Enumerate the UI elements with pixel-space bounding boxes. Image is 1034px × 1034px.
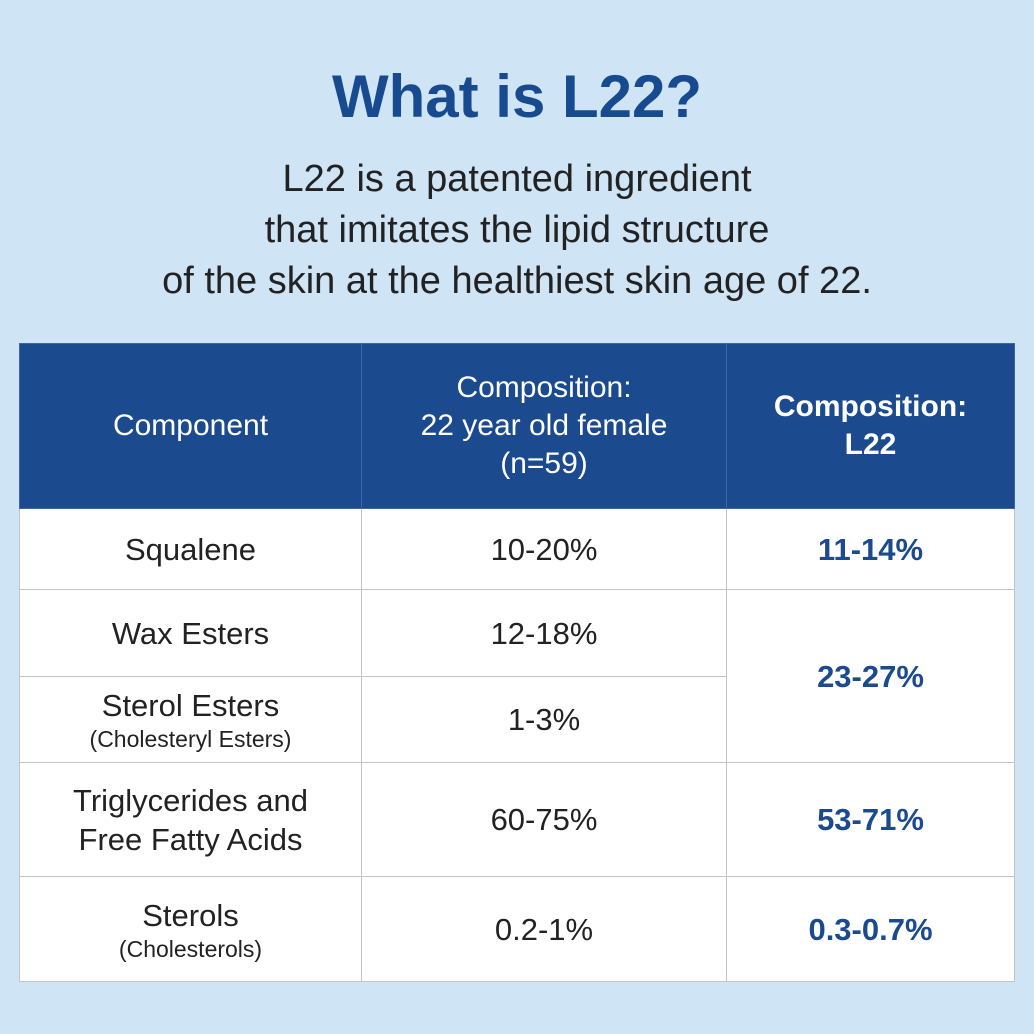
subtitle: L22 is a patented ingredient that imitate… bbox=[0, 154, 1034, 307]
component-cell: Sterol Esters (Cholesteryl Esters) bbox=[19, 676, 362, 763]
female-value: 1-3% bbox=[361, 676, 727, 763]
subtitle-line: that imitates the lipid structure bbox=[264, 209, 770, 251]
l22-value: 11-14% bbox=[726, 508, 1015, 590]
column-header: Composition: 22 year old female (n=59) bbox=[361, 343, 727, 509]
l22-value: 23-27% bbox=[726, 589, 1015, 763]
composition-table: Component Composition: 22 year old female (… bbox=[19, 343, 1015, 982]
component-note: (Cholesteryl Esters) bbox=[89, 726, 292, 752]
component-cell: Squalene bbox=[19, 508, 362, 590]
component-cell: Wax Esters bbox=[19, 589, 362, 677]
header-line: 22 year old female bbox=[420, 409, 668, 442]
header-line: L22 bbox=[844, 428, 897, 461]
table-row: Wax Esters 12-18% 23-27% bbox=[19, 589, 1015, 763]
table-row: Triglycerides and Free Fatty Acids 60-75% 5… bbox=[19, 762, 1015, 877]
female-value: 0.2-1% bbox=[361, 876, 727, 982]
component-name: Sterols bbox=[142, 897, 239, 933]
component-name: Wax Esters bbox=[111, 615, 270, 651]
header-line: Composition: bbox=[773, 390, 968, 423]
l22-value: 0.3-0.7% bbox=[726, 876, 1015, 982]
component-name: Sterol Esters bbox=[101, 688, 280, 723]
component-name: Free Fatty Acids bbox=[78, 821, 303, 857]
table-body: Squalene 10-20% 11-14% Wax Esters 12-18% 23-2… bbox=[19, 508, 1015, 982]
component-name: Squalene bbox=[124, 531, 256, 567]
subtitle-line: L22 is a patented ingredient bbox=[282, 158, 752, 200]
table-row: Squalene 10-20% 11-14% bbox=[19, 508, 1015, 590]
header-line: Component bbox=[112, 409, 269, 442]
component-note: (Cholesterols) bbox=[118, 935, 263, 962]
column-header: Component bbox=[19, 343, 362, 509]
subtitle-line: of the skin at the healthiest skin age o… bbox=[162, 260, 872, 302]
female-value: 60-75% bbox=[361, 762, 727, 877]
component-cell: Triglycerides and Free Fatty Acids bbox=[19, 762, 362, 877]
component-name: Triglycerides and bbox=[73, 782, 308, 818]
title: What is L22? bbox=[331, 63, 703, 130]
component-cell: Sterols (Cholesterols) bbox=[19, 876, 362, 982]
header-row: Component Composition: 22 year old female (… bbox=[19, 343, 1015, 509]
female-value: 12-18% bbox=[361, 589, 727, 677]
table-row: Sterols (Cholesterols) 0.2-1% 0.3-0.7% bbox=[19, 876, 1015, 982]
female-value: 10-20% bbox=[361, 508, 727, 590]
header-line: Composition: bbox=[456, 371, 632, 404]
column-header: Composition: L22 bbox=[726, 343, 1015, 509]
header-line: (n=59) bbox=[500, 447, 588, 480]
table-row: Sterol Esters (Cholesteryl Esters) 1-3% bbox=[19, 676, 1015, 763]
l22-value: 53-71% bbox=[726, 762, 1015, 877]
